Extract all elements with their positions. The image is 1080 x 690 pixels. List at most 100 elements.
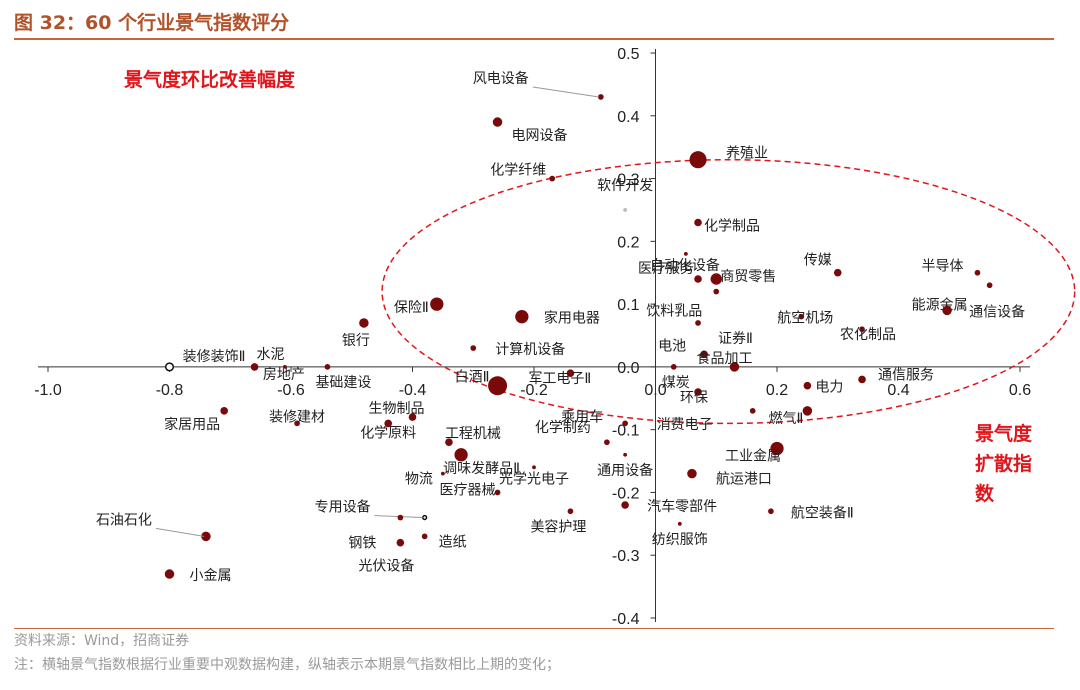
scatter-point: [597, 94, 604, 100]
scatter-point: [694, 275, 702, 283]
point-label: 通信服务: [878, 367, 934, 383]
point-label: 钢铁: [348, 536, 376, 552]
scatter-point: [515, 310, 529, 324]
scatter-point: [683, 251, 688, 256]
y-tick-label: 0.0: [617, 360, 639, 377]
scatter-point-group: 食品加工: [696, 350, 752, 372]
scatter-point: [566, 369, 575, 377]
scatter-point: [770, 441, 784, 456]
x-tick-label: 0.2: [766, 382, 788, 399]
header-divider: [14, 38, 1054, 40]
scatter-point-group: 物流: [405, 472, 445, 488]
scatter-point: [324, 364, 331, 370]
scatter-point-group: 医疗服务: [638, 261, 702, 283]
scatter-point-group: 软件开发: [597, 178, 653, 212]
point-label: 工程机械: [445, 426, 501, 442]
point-label: 风电设备: [473, 70, 529, 87]
scatter-point-group: 基础建设: [315, 364, 371, 391]
scatter-point: [859, 326, 865, 333]
point-label: 石油石化: [96, 512, 152, 528]
point-label: 房地产: [263, 367, 305, 383]
footer-divider: [14, 628, 1054, 629]
scatter-point: [858, 375, 866, 384]
point-label: 半导体: [921, 259, 963, 275]
x-tick-label: -0.2: [520, 382, 548, 399]
scatter-point-group: 装修建材: [269, 409, 325, 427]
scatter-point: [689, 151, 707, 169]
point-label: 软件开发: [597, 178, 653, 194]
point-label: 装修建材: [269, 409, 325, 425]
y-tick-label: -0.4: [612, 611, 640, 625]
point-label: 家用电器: [544, 310, 600, 327]
scatter-point: [623, 208, 628, 212]
point-label: 通信设备: [969, 303, 1025, 320]
scatter-point-group: 能源金属: [912, 282, 993, 313]
figure-title: 图 32：60 个行业景气指数评分: [14, 12, 290, 34]
scatter-point-group: 光学光电子: [499, 465, 569, 487]
scatter-point-group: 煤炭: [662, 364, 690, 391]
point-label: 纺织服饰: [652, 532, 708, 548]
point-label: 生物制品: [369, 401, 425, 417]
scatter-point: [694, 218, 702, 227]
scatter-point: [492, 117, 503, 127]
x-tick-label: -0.6: [277, 382, 305, 399]
scatter-point: [164, 362, 175, 372]
scatter-point: [430, 297, 444, 311]
scatter-point-group: 装修装饰Ⅱ: [164, 349, 246, 372]
point-label: 光伏设备: [358, 558, 414, 575]
point-label: 能源金属: [912, 297, 968, 313]
scatter-point-group: 钢铁: [348, 514, 404, 552]
point-label: 饮料乳品: [646, 304, 702, 320]
scatter-point: [445, 438, 453, 447]
scatter-point-group: 白酒Ⅱ: [455, 370, 508, 396]
scatter-point: [488, 376, 508, 396]
scatter-chart: -1.0 -0.8 -0.6 -0.4 -0.2 0.0 0.2 0.4 0.6 0.5 0.4 0.…: [34, 46, 1076, 625]
scatter-point-group: 电力: [803, 380, 843, 396]
scatter-point: [622, 420, 628, 427]
point-label: 军工电子Ⅱ: [528, 371, 591, 387]
scatter-point-group: 航运港口: [687, 468, 772, 488]
point-label: 航空装备Ⅱ: [791, 504, 854, 521]
scatter-point: [687, 468, 697, 479]
point-label: 工业金属: [725, 449, 781, 465]
scatter-point-group: 生物制品: [369, 401, 425, 421]
scatter-point: [833, 268, 842, 277]
scatter-point: [729, 362, 740, 372]
x-tick-label: -0.4: [399, 382, 427, 399]
scatter-point-group: 环保: [680, 388, 708, 406]
source-note: 资料来源：Wind，招商证券: [14, 633, 190, 649]
point-label: 造纸: [439, 534, 467, 550]
footnote: 注：横轴景气指数根据行业重要中观数据构建，纵轴表示本期景气指数相比上期的变化；: [14, 657, 560, 673]
scatter-point: [494, 489, 501, 496]
scatter-point: [201, 531, 211, 542]
point-label: 商贸零售: [720, 269, 776, 285]
scatter-point-group: 医疗器械: [440, 482, 501, 498]
point-label: 航空机场: [777, 311, 833, 327]
y-tick-label: 0.1: [617, 297, 639, 314]
scatter-point-group: 化学纤维: [490, 163, 556, 182]
scatter-point-group: 家居用品: [164, 407, 228, 433]
x-axis-title-line: 扩散指: [975, 452, 1032, 475]
scatter-point-group: 专用设备: [315, 499, 428, 521]
point-label: 水泥: [257, 347, 285, 363]
scatter-point-group: 保险Ⅱ: [394, 297, 444, 316]
point-label: 医疗服务: [638, 261, 694, 277]
scatter-point: [532, 465, 536, 470]
scatter-point-group: 电网设备: [492, 117, 568, 144]
point-label: 医疗器械: [440, 482, 496, 498]
x-tick-label: -0.8: [156, 382, 184, 399]
scatter-point-group: 风电设备: [473, 70, 604, 100]
x-tick-label: 0.4: [887, 382, 909, 399]
point-label: 消费电子: [657, 417, 713, 433]
y-tick-label: -0.2: [612, 485, 640, 502]
y-tick-label: 0.3: [617, 172, 639, 189]
scatter-point-group: 商贸零售: [710, 269, 776, 285]
point-label: 光学光电子: [499, 471, 569, 487]
scatter-point-group: 工业金属: [725, 441, 784, 465]
scatter-point: [549, 175, 556, 182]
point-label: 化学制药: [535, 420, 591, 436]
y-tick-label: -0.3: [612, 548, 640, 565]
scatter-point: [695, 320, 701, 326]
scatter-point-group: 养殖业: [689, 145, 768, 169]
